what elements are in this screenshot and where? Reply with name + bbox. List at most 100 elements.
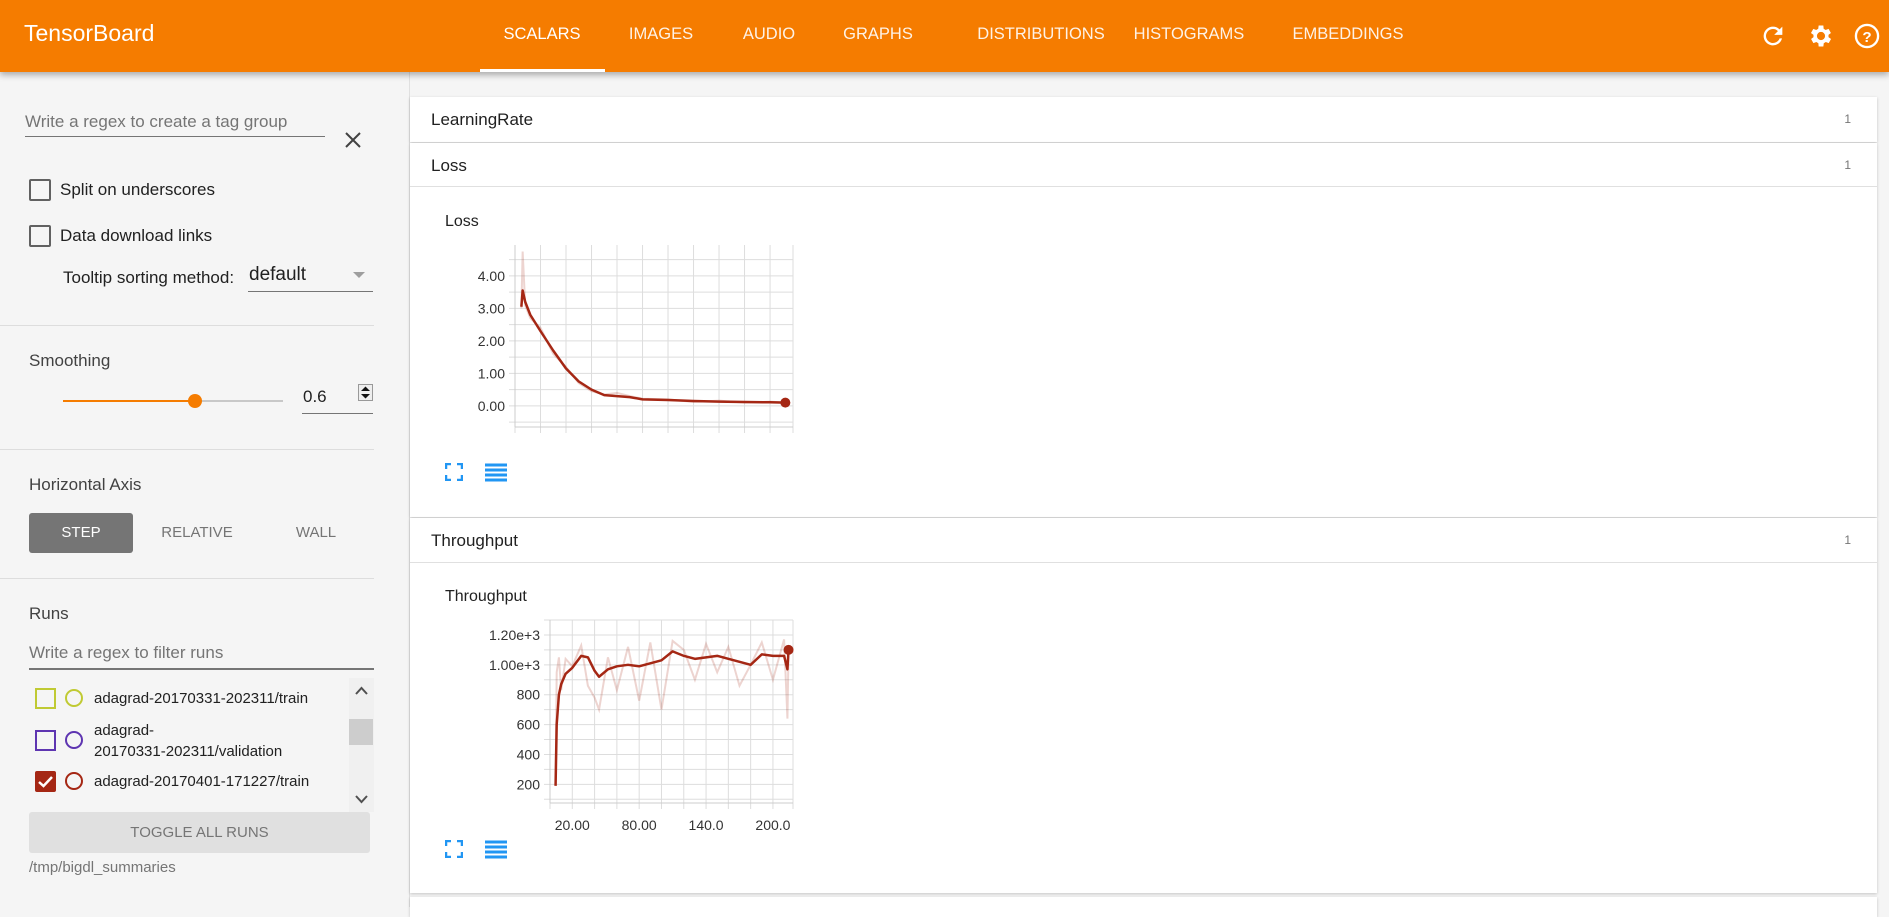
tab-embeddings[interactable]: EMBEDDINGS — [1293, 25, 1404, 44]
runs-filter-input[interactable]: Write a regex to filter runs — [29, 643, 223, 663]
loss-chart[interactable]: 0.001.002.003.004.00 — [410, 233, 830, 443]
refresh-icon[interactable] — [1759, 22, 1787, 50]
category-count: 1 — [1844, 112, 1851, 126]
run-checkbox[interactable] — [35, 688, 56, 709]
smoothed-series-line — [556, 650, 789, 786]
fullscreen-icon[interactable] — [445, 463, 463, 481]
category-header[interactable]: Loss 1 — [410, 143, 1877, 187]
y-tick-label: 600 — [517, 717, 541, 733]
x-tick-label: 140.0 — [689, 817, 724, 833]
sidebar: Write a regex to create a tag group Spli… — [0, 72, 410, 907]
axis-wall-button[interactable]: WALL — [264, 513, 368, 553]
app-title: TensorBoard — [24, 20, 154, 47]
last-point-marker — [780, 398, 790, 408]
split-on-underscores-label: Split on underscores — [60, 180, 215, 200]
spinner-arrows-icon[interactable] — [358, 384, 373, 401]
category-throughput: Throughput 1 Throughput 200 400 600 800 1.00… — [410, 518, 1877, 893]
data-menu-icon[interactable] — [485, 463, 507, 482]
fullscreen-icon[interactable] — [445, 840, 463, 858]
data-menu-icon[interactable] — [485, 840, 507, 859]
divider — [0, 325, 374, 326]
split-on-underscores-checkbox[interactable] — [29, 179, 51, 201]
divider — [0, 578, 374, 579]
category-title: LearningRate — [431, 110, 533, 130]
tag-group-input-underline — [25, 136, 325, 137]
smoothing-value: 0.6 — [303, 387, 327, 407]
y-tick-label: 4.00 — [478, 268, 505, 284]
data-download-links-checkbox[interactable] — [29, 225, 51, 247]
tab-scalars[interactable]: SCALARS — [503, 25, 580, 44]
chart-title: Loss — [445, 213, 479, 231]
run-name-line: adagrad- — [94, 722, 154, 739]
runs-label: Runs — [29, 604, 69, 624]
category-header[interactable]: Throughput 1 — [410, 518, 1877, 563]
smoothed-series-line — [521, 291, 785, 403]
tooltip-sorting-select[interactable]: default — [248, 258, 373, 292]
top-app-bar: TensorBoard SCALARS IMAGES AUDIO GRAPHS … — [0, 0, 1889, 72]
y-tick-label: 1.00e+3 — [489, 657, 540, 673]
axis-step-button[interactable]: STEP — [29, 513, 133, 553]
scrollbar-thumb[interactable] — [349, 719, 373, 745]
close-icon[interactable] — [343, 130, 363, 150]
run-name: adagrad-20170331-202311/train — [94, 690, 308, 707]
smoothing-slider-handle[interactable] — [188, 394, 202, 408]
tooltip-sorting-value: default — [249, 264, 306, 286]
active-tab-indicator — [480, 69, 605, 72]
y-tick-label: 400 — [517, 746, 541, 762]
tooltip-sorting-label: Tooltip sorting method: — [63, 268, 234, 288]
dropdown-arrow-icon — [353, 272, 365, 278]
x-tick-label: 80.00 — [622, 817, 657, 833]
horizontal-axis-label: Horizontal Axis — [29, 475, 141, 495]
y-tick-label: 200 — [517, 776, 541, 792]
y-tick-label: 2.00 — [478, 333, 505, 349]
category-title: Loss — [431, 156, 467, 176]
run-checkbox[interactable] — [35, 730, 56, 751]
log-directory: /tmp/bigdl_summaries — [29, 859, 176, 876]
runs-filter-underline — [29, 668, 374, 670]
checkmark-icon — [35, 771, 56, 792]
settings-icon[interactable] — [1807, 22, 1835, 50]
help-icon[interactable]: ? — [1853, 22, 1881, 50]
run-checkbox-checked[interactable] — [35, 771, 56, 792]
axis-relative-button[interactable]: RELATIVE — [145, 513, 249, 553]
category-learningrate[interactable]: LearningRate 1 — [410, 97, 1877, 142]
run-name: adagrad- 20170331-202311/validation — [94, 720, 282, 762]
category-title: Throughput — [431, 531, 518, 551]
smoothing-slider[interactable] — [63, 400, 283, 402]
category-count: 1 — [1844, 533, 1851, 547]
tab-histograms[interactable]: HISTOGRAMS — [1134, 25, 1245, 44]
raw-series-line — [521, 252, 785, 403]
tab-distributions[interactable]: DISTRIBUTIONS — [977, 25, 1104, 44]
run-radio[interactable] — [65, 731, 83, 749]
x-tick-label: 200.0 — [755, 817, 790, 833]
tab-audio[interactable]: AUDIO — [743, 25, 795, 44]
tag-group-regex-input[interactable]: Write a regex to create a tag group — [25, 112, 287, 132]
run-radio[interactable] — [65, 689, 83, 707]
data-download-links-label: Data download links — [60, 226, 212, 246]
run-name: adagrad-20170401-171227/train — [94, 773, 309, 790]
x-tick-label: 20.00 — [555, 817, 590, 833]
chart-title: Throughput — [445, 588, 527, 606]
tab-images[interactable]: IMAGES — [629, 25, 693, 44]
y-tick-label: 0.00 — [478, 398, 505, 414]
runs-scrollbar[interactable] — [349, 678, 374, 812]
smoothing-label: Smoothing — [29, 351, 110, 371]
smoothing-slider-fill — [63, 400, 195, 402]
smoothing-value-input[interactable]: 0.6 — [302, 378, 373, 414]
y-tick-label: 800 — [517, 687, 541, 703]
svg-text:?: ? — [1862, 29, 1871, 46]
category-count: 1 — [1844, 158, 1851, 172]
runs-list: adagrad-20170331-202311/train adagrad-20… — [29, 678, 374, 812]
scroll-up-icon[interactable] — [355, 686, 368, 695]
toggle-all-runs-button[interactable]: TOGGLE ALL RUNS — [29, 812, 370, 853]
scroll-down-icon[interactable] — [355, 795, 368, 804]
run-radio[interactable] — [65, 772, 83, 790]
category-next — [410, 897, 1877, 917]
divider — [0, 449, 374, 450]
y-tick-label: 1.00 — [478, 365, 505, 381]
run-name-line: 20170331-202311/validation — [94, 743, 282, 760]
last-point-marker — [784, 645, 794, 655]
tab-graphs[interactable]: GRAPHS — [843, 25, 913, 44]
